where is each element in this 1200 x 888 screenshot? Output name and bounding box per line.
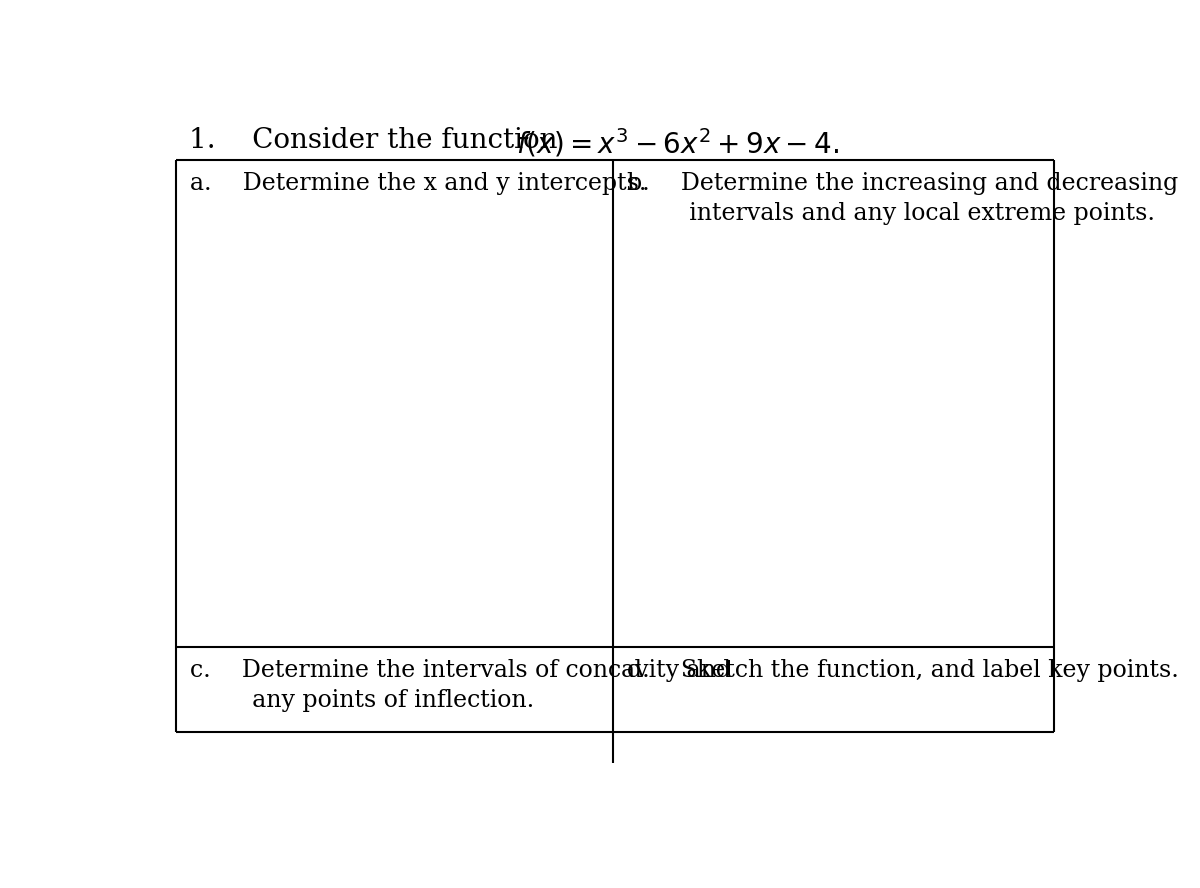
Text: c.  Determine the intervals of concavity and
    any points of inflection.: c. Determine the intervals of concavity … [190, 659, 731, 712]
Text: d.  Sketch the function, and label key points.: d. Sketch the function, and label key po… [628, 659, 1178, 682]
Text: b.  Determine the increasing and decreasing
    intervals and any local extreme : b. Determine the increasing and decreasi… [628, 172, 1178, 226]
Text: $f(x) = x^3 - 6x^2 + 9x - 4.$: $f(x) = x^3 - 6x^2 + 9x - 4.$ [516, 127, 840, 160]
Text: a.  Determine the x and y intercepts.: a. Determine the x and y intercepts. [190, 172, 647, 195]
Text: 1.  Consider the function: 1. Consider the function [190, 127, 566, 155]
